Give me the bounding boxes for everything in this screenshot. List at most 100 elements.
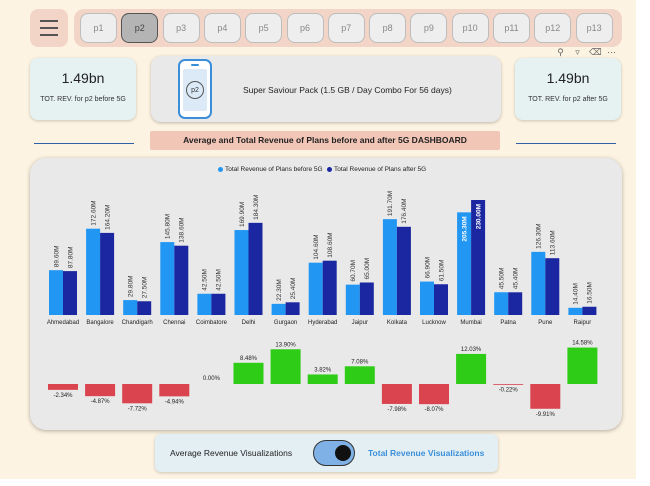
bar-label-before-chandigarh: 29.80M	[128, 275, 135, 297]
page-button-p7[interactable]: p7	[327, 13, 365, 43]
bar-label-before-jaipur: 60.70M	[350, 260, 357, 282]
page-button-p4[interactable]: p4	[203, 13, 241, 43]
change-label-mumbai: 12.03%	[461, 347, 482, 353]
toggle-knob	[335, 445, 351, 461]
change-label-chennai: -4.94%	[165, 399, 185, 405]
bar-label-after-bangalore: 164.20M	[104, 205, 111, 230]
bar-label-after-pune: 113.60M	[550, 230, 557, 255]
change-bar-raipur	[567, 347, 598, 384]
bar-label-before-hyderabad: 104.60M	[313, 234, 320, 259]
eraser-icon[interactable]: ⌫	[589, 47, 602, 57]
page-button-p8[interactable]: p8	[369, 13, 407, 43]
page-button-p3[interactable]: p3	[162, 13, 200, 43]
change-label-gurgaon: 13.90%	[275, 342, 296, 348]
bar-after-coimbatore	[211, 293, 226, 315]
page-button-p12[interactable]: p12	[534, 13, 572, 43]
change-label-patna: -0.22%	[499, 388, 519, 394]
phone-icon: p2	[178, 59, 212, 119]
bar-after-lucknow	[434, 284, 448, 315]
bar-label-after-chennai: 138.60M	[179, 217, 186, 242]
bar-label-before-delhi: 169.90M	[239, 202, 246, 227]
bar-label-after-kolkata: 176.40M	[401, 199, 408, 224]
page-button-p10[interactable]: p10	[451, 13, 489, 43]
bar-label-after-ahmedabad: 87.80M	[67, 246, 74, 268]
category-label-coimbatore: Coimbatore	[196, 320, 228, 326]
plan-icon-label: p2	[186, 81, 204, 99]
bar-label-before-ahmedabad: 89.60M	[53, 246, 60, 268]
legend-item-before[interactable]: Total Revenue of Plans before 5G	[218, 166, 323, 173]
change-label-delhi: 8.48%	[240, 356, 258, 362]
toggle-left-label[interactable]: Average Revenue Visualizations	[170, 448, 293, 458]
filter-icon[interactable]: ▿	[575, 47, 580, 57]
bar-before-delhi	[234, 230, 249, 315]
change-bar-bangalore	[85, 384, 116, 397]
category-label-lucknow: Lucknow	[422, 320, 446, 326]
dashboard-title: Average and Total Revenue of Plans befor…	[150, 131, 500, 150]
bar-label-after-jaipur: 65.00M	[364, 258, 371, 280]
bar-after-patna	[508, 292, 523, 315]
legend-before-label: Total Revenue of Plans before 5G	[225, 166, 323, 173]
change-label-raipur: 14.58%	[572, 341, 593, 347]
bar-label-before-pune: 126.30M	[536, 224, 543, 249]
change-bar-jaipur	[344, 366, 375, 384]
bar-label-before-patna: 45.50M	[499, 268, 506, 290]
bar-after-pune	[545, 258, 560, 315]
change-label-kolkata: -7.98%	[387, 407, 407, 413]
bar-label-before-mumbai: 205.30M	[461, 216, 468, 241]
bar-label-before-gurgaon: 22.30M	[276, 279, 283, 301]
bar-after-mumbai	[471, 200, 486, 315]
bar-before-raipur	[568, 307, 583, 315]
change-bar-ahmedabad	[48, 384, 78, 390]
pin-icon[interactable]: ⚲	[557, 47, 564, 57]
page-button-p13[interactable]: p13	[575, 13, 613, 43]
change-bar-chandigarh	[122, 384, 153, 404]
page-button-p11[interactable]: p11	[493, 13, 530, 43]
divider-right	[516, 143, 616, 144]
bar-before-pune	[531, 251, 546, 315]
bar-before-mumbai	[457, 212, 472, 315]
kpi-after-label: TOT. REV. for p2 after 5G	[528, 96, 608, 103]
bar-label-after-lucknow: 61.50M	[438, 260, 445, 282]
category-label-mumbai: Mumbai	[460, 320, 481, 326]
bar-label-after-chandigarh: 27.50M	[142, 277, 149, 299]
bar-label-after-patna: 45.40M	[513, 268, 520, 290]
legend-before-swatch	[218, 167, 223, 172]
more-icon[interactable]: ⋯	[607, 47, 616, 57]
page-button-p6[interactable]: p6	[286, 13, 324, 43]
bar-label-before-kolkata: 191.70M	[387, 191, 394, 216]
bar-label-after-coimbatore: 42.50M	[216, 269, 223, 291]
category-label-bangalore: Bangalore	[86, 320, 114, 326]
kpi-card-before: 1.49bn TOT. REV. for p2 before 5G	[30, 58, 136, 120]
menu-button[interactable]	[30, 9, 68, 47]
legend-item-after[interactable]: Total Revenue of Plans after 5G	[327, 166, 426, 173]
legend-after-swatch	[327, 167, 332, 172]
change-label-ahmedabad: -2.34%	[53, 393, 73, 399]
page-button-p9[interactable]: p9	[410, 13, 448, 43]
phone-speaker	[191, 64, 199, 66]
window-edge	[636, 0, 650, 486]
kpi-card-after: 1.49bn TOT. REV. for p2 after 5G	[515, 58, 621, 120]
category-label-patna: Patna	[500, 320, 516, 326]
divider-left	[34, 143, 134, 144]
change-label-hyderabad: 3.82%	[314, 367, 332, 373]
bar-label-before-raipur: 14.40M	[573, 283, 580, 305]
bar-before-coimbatore	[197, 293, 212, 315]
bar-before-chennai	[160, 242, 175, 315]
page-button-p5[interactable]: p5	[245, 13, 283, 43]
change-label-chandigarh: -7.72%	[128, 406, 148, 412]
toggle-right-label[interactable]: Total Revenue Visualizations	[368, 448, 485, 458]
kpi-before-value: 1.49bn	[61, 70, 105, 86]
visualization-toggle[interactable]	[313, 440, 355, 466]
change-label-pune: -9.91%	[536, 412, 556, 418]
bar-after-hyderabad	[322, 260, 337, 315]
category-label-raipur: Raipur	[574, 320, 592, 326]
bar-before-ahmedabad	[49, 270, 63, 315]
change-label-lucknow: -8.07%	[424, 407, 444, 413]
page-button-p1[interactable]: p1	[80, 13, 117, 43]
bar-after-delhi	[248, 222, 263, 315]
category-label-chennai: Chennai	[163, 320, 185, 326]
change-bar-gurgaon	[270, 349, 301, 384]
category-label-gurgaon: Gurgaon	[274, 320, 297, 326]
page-button-p2[interactable]: p2	[121, 13, 159, 43]
